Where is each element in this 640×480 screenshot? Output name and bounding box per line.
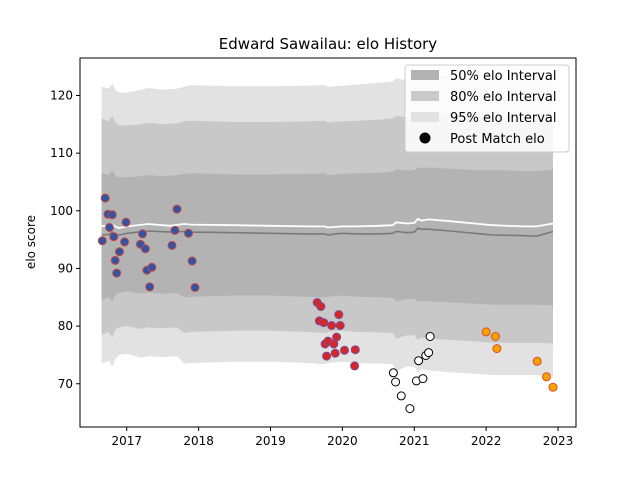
elo-point (327, 321, 337, 330)
x-tick-label: 2019 (255, 434, 286, 448)
elo-point (105, 223, 114, 232)
elo-point (100, 193, 110, 203)
legend-swatch-80 (411, 91, 439, 101)
elo-point (340, 345, 349, 355)
elo-point (391, 377, 401, 387)
elo-point (350, 345, 360, 355)
elo-point (184, 228, 193, 238)
legend-label-50: 50% elo Interval (450, 69, 557, 84)
legend-label-post-match: Post Match elo (450, 132, 545, 147)
legend: 50% elo Interval 80% elo Interval 95% el… (404, 64, 570, 153)
x-axis-ticks: 2017 2018 2019 2020 2021 2022 2023 (111, 427, 573, 448)
elo-point (138, 229, 147, 239)
elo-point (322, 351, 332, 361)
y-tick-label: 80 (58, 319, 73, 333)
x-tick-label: 2021 (399, 434, 430, 448)
mean-line (101, 217, 554, 230)
elo-point (491, 332, 500, 341)
elo-point (330, 348, 340, 358)
elo-point (107, 210, 117, 220)
elo-point (112, 268, 122, 278)
elo-point (109, 232, 119, 242)
elo-point (424, 348, 434, 358)
y-tick-label: 100 (50, 204, 73, 218)
x-tick-label: 2018 (183, 434, 214, 448)
legend-label-95: 95% elo Interval (450, 111, 557, 126)
y-tick-label: 90 (58, 261, 73, 275)
elo-point (121, 217, 131, 227)
median-line (101, 227, 554, 238)
y-tick-label: 110 (50, 146, 73, 160)
elo-point (120, 237, 130, 247)
y-axis-label: elo score (24, 215, 38, 269)
elo-point (172, 204, 182, 214)
legend-swatch-95 (411, 112, 439, 122)
elo-point (110, 255, 120, 265)
elo-point (542, 372, 551, 382)
plot-frame (79, 57, 577, 428)
elo-point (350, 361, 360, 371)
elo-point (481, 327, 491, 337)
trend-lines (101, 217, 554, 238)
elo-point (548, 382, 558, 392)
elo-point (418, 374, 428, 384)
elo-point (332, 332, 342, 342)
elo-point (145, 282, 155, 292)
x-tick-label: 2017 (111, 434, 142, 448)
elo-point (335, 321, 345, 330)
chart-title: Edward Sawailau: elo History (219, 35, 438, 53)
elo-point (425, 332, 435, 341)
elo-point (532, 356, 542, 366)
elo-point (492, 344, 502, 354)
elo-point (414, 356, 424, 366)
elo-point (388, 368, 398, 378)
elo-point (170, 225, 180, 235)
y-tick-label: 70 (58, 377, 73, 391)
elo-point (140, 244, 150, 254)
elo-point (187, 256, 197, 266)
elo-point (167, 240, 177, 250)
elo-point (319, 318, 329, 328)
elo-point (396, 391, 406, 401)
elo-point (316, 302, 326, 311)
elo-point (190, 283, 200, 292)
legend-box (404, 64, 570, 153)
post-match-points (97, 193, 558, 414)
elo-point (405, 404, 415, 414)
elo-point (97, 236, 107, 246)
legend-swatch-50 (411, 70, 439, 80)
elo-point (115, 247, 124, 257)
elo-point (334, 310, 344, 320)
legend-label-80: 80% elo Interval (450, 90, 557, 105)
x-tick-label: 2023 (543, 434, 574, 448)
y-axis-ticks: 70 80 90 100 110 120 (50, 88, 80, 391)
legend-marker-post-match (419, 132, 431, 144)
y-tick-label: 120 (50, 88, 73, 102)
elo-point (147, 262, 157, 272)
x-tick-label: 2020 (327, 434, 358, 448)
band-50 (101, 167, 553, 307)
x-tick-label: 2022 (471, 434, 502, 448)
